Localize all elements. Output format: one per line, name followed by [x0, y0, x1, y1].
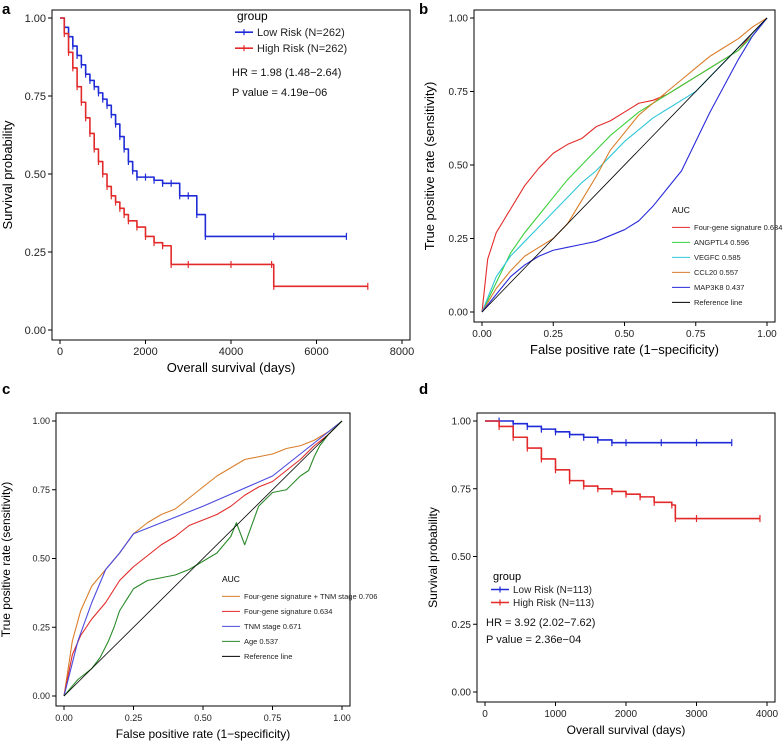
x-tick-label: 0.50	[615, 329, 635, 340]
x-tick-label: 6000	[304, 346, 328, 358]
x-tick-label: 1000	[544, 709, 567, 720]
y-tick-label: 1.00	[449, 14, 469, 25]
legend-label: VEGFC 0.585	[694, 253, 741, 262]
series-line-high-risk-n-113	[485, 420, 760, 520]
series-line-four-gene-signature-tnm-stage-0-706	[63, 420, 343, 697]
series-line-reference-line	[63, 420, 343, 697]
x-axis-label: False positive rate (1−specificity)	[116, 727, 290, 741]
y-tick-label: 0.25	[449, 234, 469, 245]
x-tick-label: 2000	[133, 346, 157, 358]
legend-label: ANGPTL4 0.596	[694, 238, 749, 247]
y-tick-label: 0.75	[449, 87, 469, 98]
y-tick-label: 1.00	[25, 13, 46, 25]
legend-label: Reference line	[244, 652, 292, 661]
panel-b: b 0.00 0.25 0.50 0.75 1.00 0.00 0.25 0.50 0.75 1.…	[419, 1, 782, 357]
legend-label: Low Risk (N=262)	[257, 27, 345, 39]
legend-label: High Risk (N=262)	[257, 43, 347, 55]
y-tick-label: 0.75	[25, 91, 46, 103]
legend-title: group	[237, 9, 268, 23]
x-tick-label: 1.00	[333, 713, 351, 723]
y-tick-label: 0.50	[32, 554, 50, 564]
x-axis-label: Overall survival (days)	[567, 723, 686, 737]
series-line-map3k8-0-437	[481, 17, 768, 313]
series-line-low-risk-n-113	[485, 420, 732, 444]
hazard-ratio-text: HR = 1.98 (1.48−2.64)	[232, 67, 341, 79]
y-tick-label: 0.75	[452, 484, 472, 495]
x-axis-label: Overall survival (days)	[167, 360, 296, 375]
x-tick-label: 1.00	[757, 329, 777, 340]
x-tick-label: 0.25	[544, 329, 564, 340]
x-tick-label: 0.25	[125, 713, 143, 723]
series-line-four-gene-signature-0-634	[63, 420, 343, 697]
series-line-high-risk-n-262	[60, 17, 368, 288]
x-tick-label: 0.75	[686, 329, 706, 340]
y-tick-label: 0.50	[452, 552, 472, 563]
legend-label: Low Risk (N=113)	[513, 585, 592, 596]
x-tick-label: 0.75	[264, 713, 282, 723]
panel-d: d 0 1000 2000 3000 4000 0.00 0.25 0.50 0.75 1.00 O…	[419, 381, 779, 737]
x-tick-label: 3000	[685, 709, 708, 720]
plot-frame	[51, 9, 411, 341]
series-line-low-risk-n-262	[60, 17, 347, 238]
y-tick-label: 0.25	[32, 622, 50, 632]
x-tick-label: 0	[482, 709, 488, 720]
legend-label: High Risk (N=113)	[513, 598, 594, 609]
x-tick-label: 4000	[219, 346, 243, 358]
panel-a: a 0 2000 4000 6000 8000 0.00 0.25 0.50 0.75 1.00 O…	[0, 1, 414, 375]
panel-a-letter: a	[2, 1, 11, 18]
y-tick-label: 0.00	[452, 688, 472, 699]
panel-b-letter: b	[419, 1, 428, 18]
plot-frame	[476, 412, 776, 703]
y-axis-label: Survival probability	[0, 120, 15, 230]
y-tick-label: 0.00	[32, 691, 50, 701]
legend-label: Four-gene signature + TNM stage 0.706	[244, 592, 377, 601]
series-line-reference-line	[481, 17, 768, 313]
y-tick-label: 1.00	[452, 417, 472, 428]
y-tick-label: 0.00	[25, 325, 46, 337]
legend-label: CCL20 0.557	[694, 268, 738, 277]
legend-label: Four-gene signature 0.634	[694, 223, 782, 232]
legend-label: Reference line	[694, 298, 742, 307]
legend-title: group	[493, 571, 521, 583]
x-tick-label: 0	[57, 346, 63, 358]
panel-c-letter: c	[2, 381, 10, 398]
legend-title: AUC	[222, 574, 240, 584]
y-axis-label: True positive rate (sensitivity)	[0, 482, 13, 638]
x-tick-label: 2000	[615, 709, 638, 720]
y-axis-label: Survival probability	[426, 507, 440, 608]
y-tick-label: 0.00	[449, 308, 469, 319]
legend-label: Four-gene signature 0.634	[244, 607, 332, 616]
series-line-tnm-stage-0-671	[63, 420, 343, 697]
series-line-ccl20-0-557	[481, 17, 768, 313]
p-value-text: P value = 2.36e−04	[486, 634, 581, 646]
y-tick-label: 0.25	[25, 247, 46, 259]
series-line-age-0-537	[63, 420, 343, 697]
x-axis-label: False positive rate (1−specificity)	[530, 342, 719, 357]
x-tick-label: 8000	[390, 346, 414, 358]
legend-label: Age 0.537	[244, 637, 278, 646]
legend-title: AUC	[672, 205, 690, 215]
series-line-angptl4-0-596	[481, 17, 768, 313]
legend-label: TNM stage 0.671	[244, 622, 302, 631]
x-tick-label: 0.00	[472, 329, 492, 340]
y-tick-label: 0.50	[449, 161, 469, 172]
panel-d-letter: d	[419, 381, 428, 398]
panel-c: c 0.00 0.25 0.50 0.75 1.00 0.00 0.25 0.50 0.75 1.…	[0, 381, 377, 741]
p-value-text: P value = 4.19e−06	[232, 87, 327, 99]
hazard-ratio-text: HR = 3.92 (2.02−7.62)	[486, 617, 595, 629]
legend-label: MAP3K8 0.437	[694, 283, 744, 292]
y-axis-label: True positive rate (sensitivity)	[422, 82, 437, 251]
x-tick-label: 0.00	[55, 713, 73, 723]
x-tick-label: 4000	[756, 709, 779, 720]
y-tick-label: 0.25	[452, 620, 472, 631]
x-tick-label: 0.50	[194, 713, 212, 723]
y-tick-label: 0.50	[25, 169, 46, 181]
y-tick-label: 0.75	[32, 485, 50, 495]
y-tick-label: 1.00	[32, 416, 50, 426]
